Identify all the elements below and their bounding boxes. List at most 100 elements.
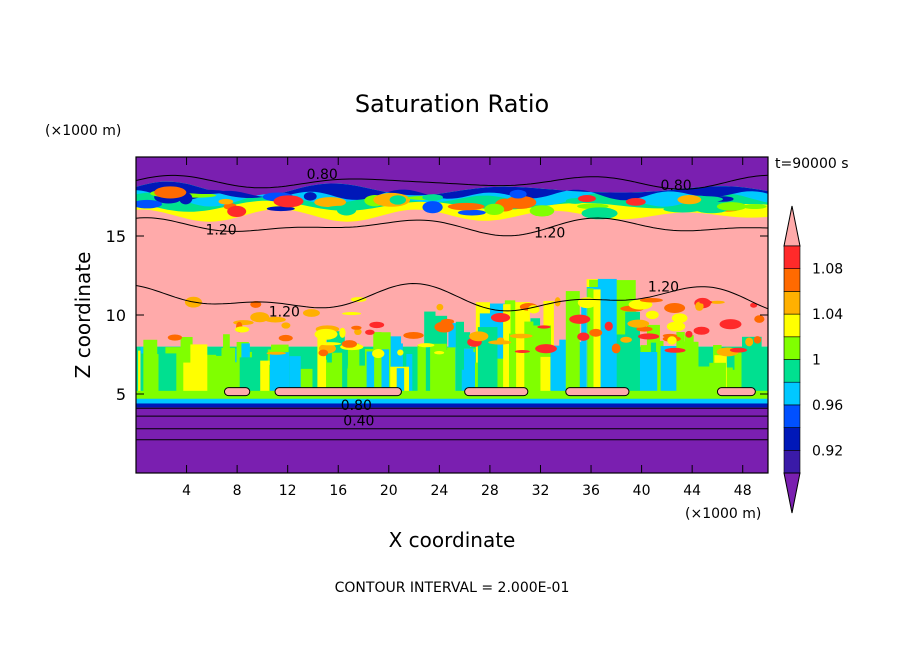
supersaturated-patch bbox=[719, 319, 742, 330]
cloud-column bbox=[373, 332, 382, 394]
supersaturated-patch bbox=[302, 309, 320, 317]
supersaturated-patch bbox=[693, 326, 710, 335]
y-unit-label: (×1000 m) bbox=[45, 123, 121, 139]
x-tick-label: 8 bbox=[233, 483, 242, 499]
supersaturated-patch bbox=[709, 300, 725, 304]
colorbar-swatch bbox=[783, 427, 801, 451]
x-tick-label: 20 bbox=[380, 483, 398, 499]
supersaturated-patch bbox=[341, 340, 357, 348]
y-tick-label: 10 bbox=[106, 306, 126, 325]
x-tick-label: 32 bbox=[532, 483, 550, 499]
contour-label: 1.20 bbox=[534, 226, 565, 242]
supersaturated-patch bbox=[695, 301, 704, 311]
x-axis-label: X coordinate bbox=[389, 528, 516, 552]
turbulent-patch bbox=[422, 194, 444, 201]
colorbar-swatch bbox=[783, 381, 801, 406]
contour-label: 1.20 bbox=[648, 279, 679, 295]
x-tick-label: 40 bbox=[633, 483, 651, 499]
x-tick-label: 12 bbox=[279, 483, 297, 499]
supersaturated-patch bbox=[488, 340, 512, 345]
chart-title: Saturation Ratio bbox=[355, 90, 549, 118]
cloud-column bbox=[577, 341, 584, 394]
supersaturated-patch bbox=[514, 349, 530, 353]
supersaturated-patch bbox=[264, 316, 286, 323]
x-tick-label: 24 bbox=[430, 483, 448, 499]
supersaturated-patch bbox=[314, 328, 338, 340]
time-label: t=90000 s bbox=[775, 156, 849, 172]
cloud-column bbox=[208, 355, 223, 394]
cloud-column bbox=[366, 351, 375, 394]
cloud-column bbox=[417, 344, 426, 394]
saturation-field bbox=[136, 157, 768, 473]
supersaturated-patch bbox=[509, 333, 533, 339]
cloud-column bbox=[660, 346, 677, 394]
colorbar-swatch bbox=[783, 268, 801, 292]
turbulent-patch bbox=[677, 194, 702, 205]
colorbar-tick-label: 0.96 bbox=[812, 398, 843, 414]
cloud-column bbox=[461, 369, 474, 394]
contour-1.20-upper bbox=[136, 217, 768, 237]
turbulent-patch bbox=[504, 195, 537, 209]
supersaturated-patch bbox=[266, 351, 286, 355]
supersaturated-patch bbox=[753, 336, 762, 344]
cloud-column bbox=[524, 321, 534, 394]
colorbar-swatch bbox=[783, 245, 801, 270]
turbulent-patch bbox=[154, 186, 187, 199]
cloud-column bbox=[143, 347, 157, 394]
supersaturated-patch bbox=[372, 349, 385, 359]
supersaturated-patch bbox=[699, 300, 713, 305]
cloud-column bbox=[396, 368, 405, 394]
cloud-column bbox=[239, 357, 260, 394]
turbulent-patch bbox=[742, 204, 767, 210]
supersaturated-patch bbox=[417, 343, 435, 348]
turbulent-patch bbox=[273, 195, 304, 208]
colorbar-tick-label: 1.04 bbox=[812, 307, 843, 323]
cloud-column bbox=[676, 331, 685, 394]
y-axis-ticks: 5 10 15 bbox=[106, 227, 768, 404]
supersaturated-patch bbox=[667, 336, 677, 345]
x-tick-label: 36 bbox=[582, 483, 600, 499]
contour-label: 0.80 bbox=[307, 167, 338, 183]
supersaturated-patch bbox=[167, 334, 183, 341]
supersaturated-patch bbox=[745, 337, 754, 347]
cloud-column bbox=[547, 370, 560, 394]
supersaturated-patch bbox=[318, 349, 329, 357]
contour-label: 0.80 bbox=[341, 398, 372, 414]
cloud-column bbox=[565, 291, 580, 394]
supersaturated-patch bbox=[685, 330, 693, 338]
transition-blue bbox=[136, 181, 768, 201]
cloud-column bbox=[639, 352, 658, 394]
x-tick-label: 28 bbox=[481, 483, 499, 499]
cloud-base-inclusion bbox=[223, 387, 251, 397]
supersaturated-patch bbox=[645, 310, 659, 320]
turbulent-patch bbox=[227, 205, 247, 218]
supersaturated-patch bbox=[666, 321, 686, 332]
turbulent-patch bbox=[326, 205, 360, 211]
supersaturated-patch bbox=[604, 321, 613, 331]
turbulent-patch bbox=[218, 198, 234, 205]
cloud-column bbox=[593, 289, 601, 394]
cloud-column bbox=[289, 356, 301, 394]
cloud-column bbox=[347, 368, 355, 394]
turbulent-patch bbox=[422, 201, 443, 214]
colorbar-arrow-high bbox=[783, 205, 801, 247]
x-unit-label: (×1000 m) bbox=[685, 506, 761, 522]
colorbar-swatch bbox=[783, 404, 801, 428]
x-axis-ticks: 4 8 12 16 20 24 28 32 36 40 44 48 bbox=[182, 157, 752, 499]
contour-label: 1.20 bbox=[269, 305, 300, 321]
supersaturated-patch bbox=[589, 328, 603, 337]
turbulent-patch bbox=[625, 198, 646, 206]
supersaturated-patch bbox=[250, 300, 262, 308]
contour-label: 1.20 bbox=[206, 222, 237, 238]
turbulent-patch bbox=[389, 195, 407, 205]
colorbar-swatch bbox=[783, 449, 801, 474]
cloud-column bbox=[158, 353, 177, 394]
supersaturated-patch bbox=[569, 314, 591, 324]
cloud-base-inclusion bbox=[716, 387, 756, 397]
cloud-base-cyan bbox=[136, 398, 768, 406]
contour-interval-note: CONTOUR INTERVAL = 2.000E-01 bbox=[335, 580, 570, 596]
cloud-column bbox=[190, 344, 208, 394]
colorbar-swatch bbox=[783, 359, 801, 383]
supersaturated-patch bbox=[319, 342, 342, 346]
